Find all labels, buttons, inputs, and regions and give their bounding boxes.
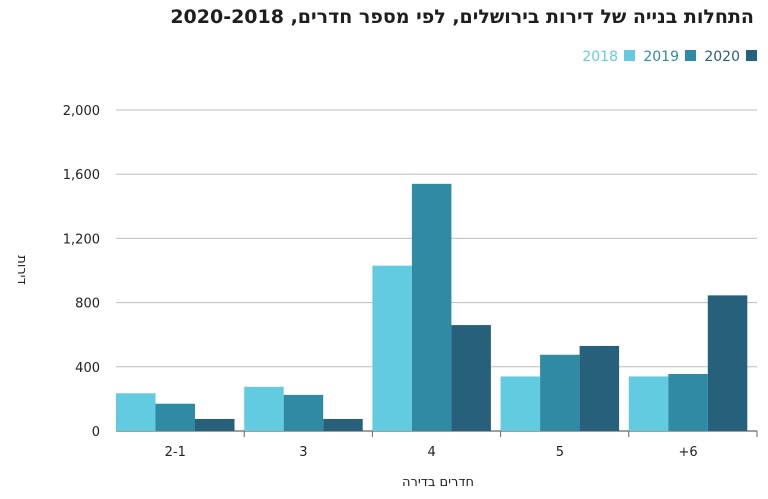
bar-2020-4 <box>451 325 491 431</box>
y-tick-label: 1,600 <box>63 168 100 183</box>
bar-2020-2-1 <box>195 418 235 431</box>
y-tick-label: 2,000 <box>63 104 100 119</box>
bar-2019-5 <box>540 354 580 431</box>
legend-swatch-2019 <box>685 50 696 61</box>
x-tick-label: 2-1 <box>165 445 186 460</box>
chart-title: התחלות בנייה של דירות בירושלים, לפי מספר… <box>170 6 754 28</box>
legend: 2020 2019 2018 <box>582 49 757 65</box>
legend-label-2018: 2018 <box>582 49 618 65</box>
y-tick-label: 800 <box>75 297 100 312</box>
x-axis-title: חדרים בדירה <box>402 475 474 490</box>
bar-2019-4 <box>411 183 452 431</box>
bar-2020-+6 <box>707 295 748 431</box>
bar-2018-4 <box>372 265 412 431</box>
bars <box>116 183 748 431</box>
x-tick-label: +6 <box>678 445 697 460</box>
bar-2018-3 <box>244 386 284 431</box>
legend-swatch-2018 <box>624 50 635 61</box>
bar-2018-5 <box>500 376 541 431</box>
bar-2020-3 <box>323 418 363 431</box>
x-tick-label: 4 <box>428 445 436 460</box>
y-tick-label: 0 <box>92 425 100 440</box>
x-tick-label: 5 <box>556 445 564 460</box>
legend-swatch-2020 <box>746 50 757 61</box>
bar-2020-5 <box>579 345 620 431</box>
bar-2018-+6 <box>628 376 669 431</box>
bar-2018-2-1 <box>116 393 156 431</box>
legend-label-2020: 2020 <box>704 49 740 65</box>
y-axis-title: דירות <box>14 255 29 284</box>
x-tick-label: 3 <box>299 445 307 460</box>
x-tick-labels: 2-1 3 4 5 +6 <box>165 431 758 460</box>
y-tick-label: 400 <box>75 361 100 376</box>
bar-2019-3 <box>283 394 324 431</box>
bar-2019-+6 <box>668 374 708 431</box>
legend-label-2019: 2019 <box>643 49 679 65</box>
y-tick-label: 1,200 <box>63 232 100 247</box>
bar-2019-2-1 <box>155 403 195 431</box>
